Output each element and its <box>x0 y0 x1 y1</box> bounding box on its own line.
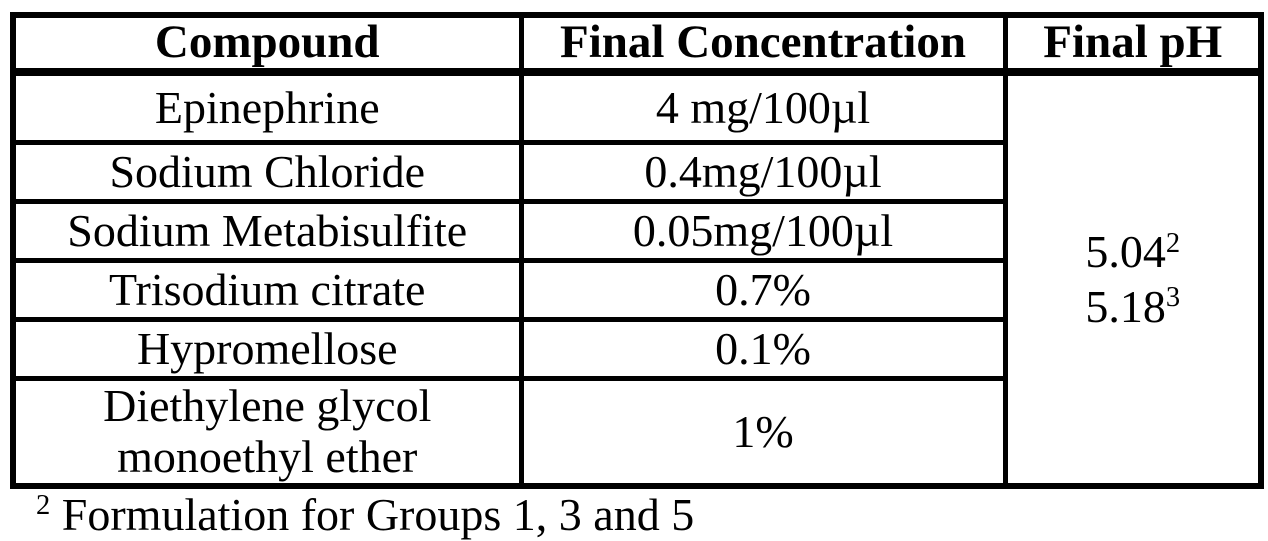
ph-value-base: 5.18 <box>1085 280 1166 332</box>
ph-value-superscript: 3 <box>1165 281 1181 313</box>
col-header-final-ph: Final pH <box>1002 12 1264 76</box>
concentration-cell: 0.1% <box>518 317 1008 381</box>
concentration-cell: 0.7% <box>518 258 1008 322</box>
footnote-text: Formulation for Groups 1, 3 and 5 <box>50 489 695 540</box>
col-header-compound: Compound <box>10 12 524 76</box>
concentration-cell: 4 mg/100µl <box>518 69 1008 145</box>
table-row: Sodium Chloride 0.4mg/100µl <box>10 140 1261 204</box>
formulation-table: Compound Final Concentration Final pH Ep… <box>10 12 1264 489</box>
document-page: Compound Final Concentration Final pH Ep… <box>10 12 1264 541</box>
table-row: Hypromellose 0.1% <box>10 317 1261 381</box>
ph-value: 5.183 <box>1014 280 1253 334</box>
table-row: Trisodium citrate 0.7% <box>10 258 1261 322</box>
concentration-cell: 0.4mg/100µl <box>518 140 1008 204</box>
ph-value-superscript: 2 <box>1165 227 1181 259</box>
table-row: Diethylene glycol monoethyl ether 1% <box>10 376 1261 489</box>
table-header-row: Compound Final Concentration Final pH <box>10 12 1264 76</box>
compound-cell: Diethylene glycol monoethyl ether <box>10 376 524 489</box>
footnote-superscript: 2 <box>36 490 51 522</box>
compound-cell: Epinephrine <box>10 69 524 145</box>
compound-cell: Trisodium citrate <box>10 258 524 322</box>
footnote: 2 Formulation for Groups 1, 3 and 5 <box>10 489 1258 541</box>
final-ph-cell: 5.042 5.183 <box>1002 69 1264 489</box>
concentration-cell: 0.05mg/100µl <box>518 199 1008 263</box>
compound-cell: Sodium Chloride <box>10 140 524 204</box>
table-row: Sodium Metabisulfite 0.05mg/100µl <box>10 199 1261 263</box>
concentration-cell: 1% <box>518 376 1008 489</box>
col-header-final-concentration: Final Concentration <box>518 12 1008 76</box>
ph-value: 5.042 <box>1014 225 1253 279</box>
table-row: Epinephrine 4 mg/100µl 5.042 5.183 <box>10 69 1264 489</box>
compound-cell: Hypromellose <box>10 317 524 381</box>
ph-value-base: 5.04 <box>1085 226 1166 278</box>
compound-cell: Sodium Metabisulfite <box>10 199 524 263</box>
